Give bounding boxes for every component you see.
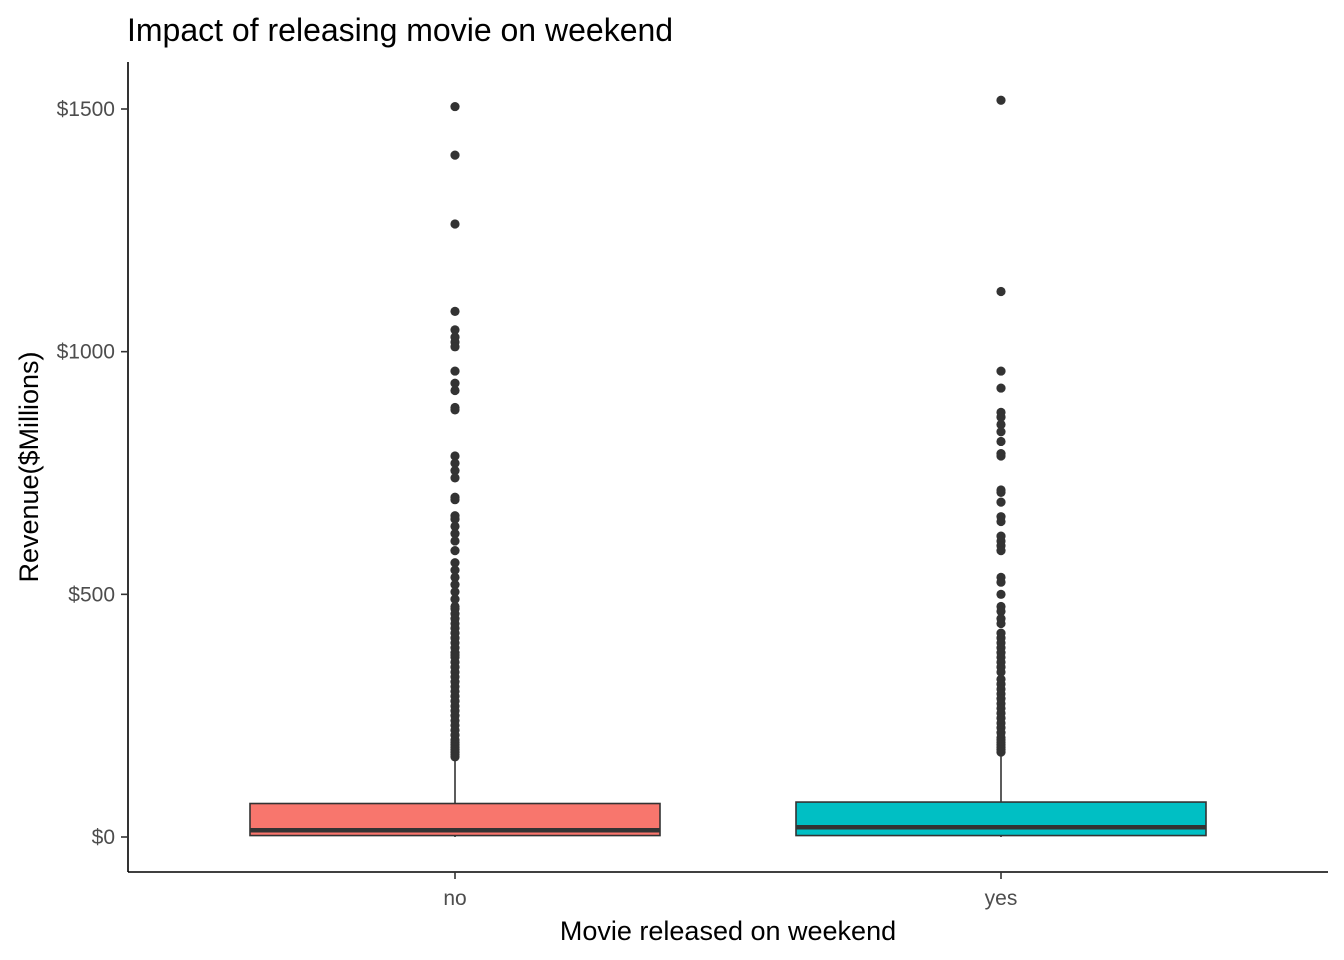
y-tick-label: $500 [68, 583, 115, 606]
outlier-point [450, 325, 460, 335]
box-no [249, 101, 661, 837]
outlier-point [996, 366, 1006, 376]
outlier-point [996, 419, 1006, 430]
iqr-box [795, 801, 1207, 837]
outlier-point [450, 473, 460, 483]
y-tick-label: $1500 [57, 98, 115, 121]
outlier-point [996, 451, 1006, 461]
x-axis-ticks: no yes [443, 872, 1017, 910]
outlier-point [450, 521, 460, 531]
outlier-point [996, 427, 1006, 437]
outlier-point [450, 580, 460, 590]
outlier-point [996, 516, 1006, 527]
outlier-point [450, 219, 460, 229]
outlier-point [450, 378, 460, 388]
outlier-point [996, 747, 1006, 757]
outlier-point [450, 458, 460, 468]
outlier-point [996, 487, 1006, 498]
outlier-point [996, 95, 1006, 105]
outlier-point [450, 558, 460, 568]
outlier-point [996, 577, 1006, 587]
x-axis-title: Movie released on weekend [560, 916, 896, 946]
y-axis-title: Revenue($Millions) [14, 351, 44, 582]
y-tick-label: $0 [92, 826, 115, 849]
outlier-point [450, 150, 460, 160]
outlier-point [450, 514, 460, 524]
plot-area [249, 95, 1207, 837]
outlier-point [450, 572, 460, 582]
outlier-point [450, 342, 460, 352]
outlier-point [450, 536, 460, 546]
box-yes [795, 95, 1207, 837]
outlier-point [450, 495, 460, 505]
x-tick-label-yes: yes [985, 887, 1018, 910]
outlier-point [996, 618, 1006, 629]
outlier-point [996, 497, 1006, 507]
outlier-point [450, 366, 460, 376]
outlier-point [450, 306, 460, 316]
outlier-point [450, 752, 460, 762]
chart-title: Impact of releasing movie on weekend [127, 12, 673, 48]
outlier-point [996, 546, 1006, 556]
outlier-point [996, 667, 1006, 677]
outlier-point [450, 451, 460, 461]
outlier-point [450, 594, 460, 604]
outlier-point [996, 383, 1006, 393]
outlier-point [450, 529, 460, 539]
outlier-point [450, 546, 460, 556]
outlier-point [996, 286, 1006, 297]
outlier-point [450, 565, 460, 575]
outlier-point [996, 436, 1006, 447]
outlier-point [996, 412, 1006, 422]
outlier-point [450, 587, 460, 597]
outlier-point [450, 405, 460, 415]
outlier-point [450, 465, 460, 476]
outlier-point [996, 606, 1006, 616]
y-axis-ticks: $0 $500 $1000 $1500 [57, 98, 128, 849]
outlier-point [450, 101, 460, 112]
y-tick-label: $1000 [57, 341, 115, 364]
outlier-point [450, 385, 460, 396]
x-tick-label-no: no [443, 887, 466, 910]
outlier-point [996, 589, 1006, 599]
